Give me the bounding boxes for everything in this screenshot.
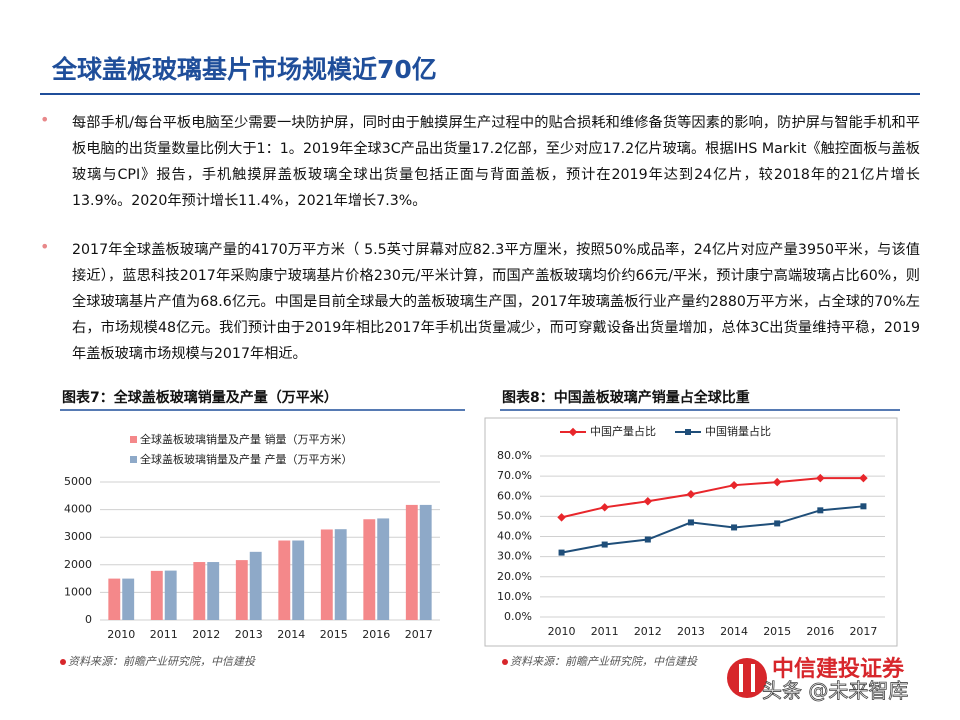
x-tick-label: 2016 [362,628,390,641]
y-tick-label: 5000 [64,475,92,488]
bar [164,570,177,620]
x-tick-label: 2010 [548,625,576,638]
point [686,489,696,499]
bar [235,560,248,620]
x-tick-label: 2010 [107,628,135,641]
point [729,480,739,490]
x-tick-label: 2012 [192,628,220,641]
point [772,477,782,487]
bar [419,504,432,620]
bar [363,519,376,620]
logo-text: 中信建投证券 [772,656,905,682]
x-tick-label: 2014 [277,628,305,641]
logo-icon [751,664,755,692]
point [731,524,738,531]
point [687,519,694,526]
legend-swatch [130,436,137,443]
title-rule [40,93,920,95]
source: 资料来源：前瞻产业研究院，中信建投 [510,655,698,668]
point [557,513,566,522]
bar [405,504,418,620]
bar [122,578,135,620]
point [601,541,608,548]
y-tick-label: 3000 [64,530,92,543]
x-tick-label: 2014 [720,625,748,638]
bar [207,562,220,620]
chart-title: 图表7：全球盖板玻璃销量及产量（万平米） [62,389,338,406]
y-tick-label: 1000 [64,585,92,598]
bar [108,578,121,620]
bar [249,551,262,620]
y-tick-label: 80.0% [497,449,532,462]
point [644,536,651,543]
paragraph: 每部手机/每台平板电脑至少需要一块防护屏，同时由于触摸屏生产过程中的贴合损耗和维… [72,115,920,209]
x-tick-label: 2016 [806,625,834,638]
y-tick-label: 50.0% [497,509,532,522]
paragraph: 2017年全球盖板玻璃产量的4170万平方米（ 5.5英寸屏幕对应82.3平方厘… [72,242,920,362]
source-dot [502,659,508,665]
y-tick-label: 60.0% [497,489,532,502]
y-tick-label: 40.0% [497,530,532,543]
y-tick-label: 30.0% [497,550,532,563]
legend-label: 全球盖板玻璃销量及产量 产量（万平方米） [140,452,353,466]
bar [150,570,163,620]
y-tick-label: 0 [85,613,92,626]
legend-marker [568,427,578,437]
point [817,507,824,514]
bullet-dot: • [40,237,50,256]
x-tick-label: 2011 [591,625,619,638]
x-tick-label: 2011 [150,628,178,641]
x-tick-label: 2012 [634,625,662,638]
bar [377,518,390,620]
bar [278,540,291,620]
point [859,473,868,483]
bar [292,540,305,620]
y-tick-label: 2000 [64,558,92,571]
x-tick-label: 2015 [763,625,791,638]
point [774,520,781,527]
logo-icon [739,664,743,692]
bar [193,562,206,620]
bar [334,529,347,620]
point [643,497,653,506]
point [860,503,867,510]
logo-icon [727,658,767,698]
source: 资料来源：前瞻产业研究院，中信建投 [68,655,256,668]
point [816,473,825,483]
y-tick-label: 4000 [64,503,92,516]
point [558,549,565,556]
point [600,503,609,512]
x-tick-label: 2013 [235,628,263,641]
page-title: 全球盖板玻璃基片市场规模近70亿 [52,55,437,84]
x-tick-label: 2013 [677,625,705,638]
y-tick-label: 20.0% [497,570,532,583]
legend-marker [685,429,691,435]
bar [320,529,333,620]
legend-label: 中国产量占比 [590,424,656,438]
chart-frame [484,417,898,647]
legend-label: 全球盖板玻璃销量及产量 销量（万平方米） [140,432,353,446]
y-tick-label: 0.0% [504,610,532,623]
chart-title: 图表8：中国盖板玻璃产销量占全球比重 [502,389,750,406]
x-tick-label: 2017 [849,625,877,638]
source-dot [60,659,66,665]
line [561,477,864,519]
x-tick-label: 2017 [405,628,433,641]
x-tick-label: 2015 [320,628,348,641]
y-tick-label: 10.0% [497,590,532,603]
watermark: 头条 @未来智库 [762,679,908,703]
y-tick-label: 70.0% [497,469,532,482]
legend-label: 中国销量占比 [705,424,771,438]
legend-swatch [130,456,137,463]
bullet-dot: • [40,110,50,129]
line [561,505,864,554]
